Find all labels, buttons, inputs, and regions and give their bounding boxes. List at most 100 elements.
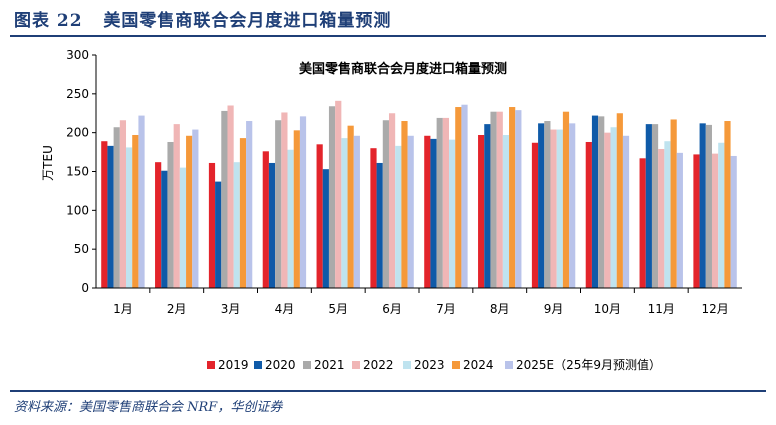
legend-swatch xyxy=(207,361,215,369)
bar xyxy=(550,129,557,288)
bar xyxy=(268,162,276,288)
x-tick-label: 12月 xyxy=(701,302,728,316)
x-tick-label: 8月 xyxy=(490,302,510,316)
bar xyxy=(616,113,623,288)
bar xyxy=(711,153,719,288)
bar xyxy=(515,110,522,288)
figure-title: 图表 22 美国零售商联合会月度进口箱量预测 xyxy=(14,6,391,31)
bar xyxy=(138,115,145,288)
legend: 2019 2020 2021 2022 2023 2024 2025E（25年9月预测值） xyxy=(207,357,661,372)
bar xyxy=(538,123,545,288)
bar xyxy=(239,138,247,288)
x-tick-label: 2月 xyxy=(167,302,187,316)
bar xyxy=(436,117,443,288)
x-tick-label: 6月 xyxy=(382,302,402,316)
bar xyxy=(287,149,294,288)
bar xyxy=(562,111,570,289)
bar xyxy=(531,142,539,288)
bar xyxy=(478,134,485,288)
bar xyxy=(173,124,180,288)
legend-swatch xyxy=(452,361,460,369)
bar xyxy=(192,129,199,288)
bar xyxy=(496,111,503,289)
legend-label: 2021 xyxy=(314,358,345,372)
x-axis-ticks: 1月 2月 3月 4月 5月 6月 7月 8月 9月 10月 11月 12月 xyxy=(113,288,729,316)
bar xyxy=(281,112,288,289)
bar xyxy=(730,155,737,288)
bar-chart: 美国零售商联合会月度进口箱量预测 万TEU 0 50 100 150 200 250 300… xyxy=(41,48,742,372)
bar xyxy=(215,181,222,288)
bar xyxy=(322,169,329,288)
bar xyxy=(246,121,253,289)
bar xyxy=(705,124,712,289)
bar xyxy=(544,121,551,289)
bar xyxy=(155,162,162,288)
bar xyxy=(293,130,300,288)
bar xyxy=(179,167,187,288)
legend-swatch xyxy=(303,361,311,369)
footer-rule xyxy=(10,390,766,392)
bar xyxy=(509,107,516,288)
legend-swatch xyxy=(352,361,360,369)
legend-swatch xyxy=(254,361,262,369)
y-tick-label: 0 xyxy=(81,281,89,295)
legend-label: 2019 xyxy=(218,358,249,372)
bar xyxy=(347,125,354,288)
x-tick-label: 1月 xyxy=(113,302,133,316)
bar xyxy=(455,107,462,288)
bar xyxy=(382,120,389,289)
bar xyxy=(376,162,383,288)
bar xyxy=(622,135,630,288)
legend-label: 2022 xyxy=(363,358,394,372)
bar xyxy=(299,116,307,289)
bar xyxy=(449,139,456,288)
header-rule xyxy=(10,35,766,37)
bar xyxy=(221,110,228,288)
bar xyxy=(101,141,108,288)
bar xyxy=(442,117,450,288)
figure-header: 图表 22 美国零售商联合会月度进口箱量预测 xyxy=(0,0,776,36)
bar xyxy=(639,158,646,288)
bar xyxy=(670,119,677,288)
bar xyxy=(341,138,348,288)
x-tick-label: 4月 xyxy=(275,302,295,316)
bar xyxy=(645,124,652,288)
figure-title-text: 美国零售商联合会月度进口箱量预测 xyxy=(103,11,392,31)
bar xyxy=(569,123,576,288)
bar xyxy=(658,148,665,288)
y-tick-label: 50 xyxy=(74,242,89,256)
bar xyxy=(328,106,336,288)
bar xyxy=(610,127,617,288)
y-tick-label: 300 xyxy=(66,48,89,62)
bar xyxy=(335,100,342,288)
figure-label: 图表 22 xyxy=(14,11,83,31)
legend-label: 2023 xyxy=(414,358,445,372)
bar xyxy=(430,138,437,288)
bar xyxy=(604,132,611,288)
x-tick-label: 10月 xyxy=(594,302,621,316)
bar xyxy=(167,141,174,288)
x-tick-label: 7月 xyxy=(436,302,456,316)
bar xyxy=(598,116,605,289)
x-tick-label: 3月 xyxy=(221,302,241,316)
bar xyxy=(591,115,599,288)
y-tick-label: 200 xyxy=(66,126,89,140)
bar xyxy=(585,141,592,288)
bar xyxy=(227,105,234,288)
bar xyxy=(407,135,414,288)
bar xyxy=(161,170,168,288)
bar xyxy=(556,129,563,288)
bar xyxy=(424,135,431,288)
bar xyxy=(186,135,193,288)
bar xyxy=(461,104,468,288)
y-tick-label: 250 xyxy=(66,87,89,101)
legend-label: 2025E（25年9月预测值） xyxy=(516,357,661,372)
bar xyxy=(484,124,491,288)
bar xyxy=(693,154,700,288)
legend-swatch xyxy=(403,361,411,369)
bar xyxy=(262,151,269,288)
bar xyxy=(388,113,396,288)
legend-label: 2020 xyxy=(265,358,296,372)
bar xyxy=(208,162,216,288)
bar xyxy=(316,144,323,288)
